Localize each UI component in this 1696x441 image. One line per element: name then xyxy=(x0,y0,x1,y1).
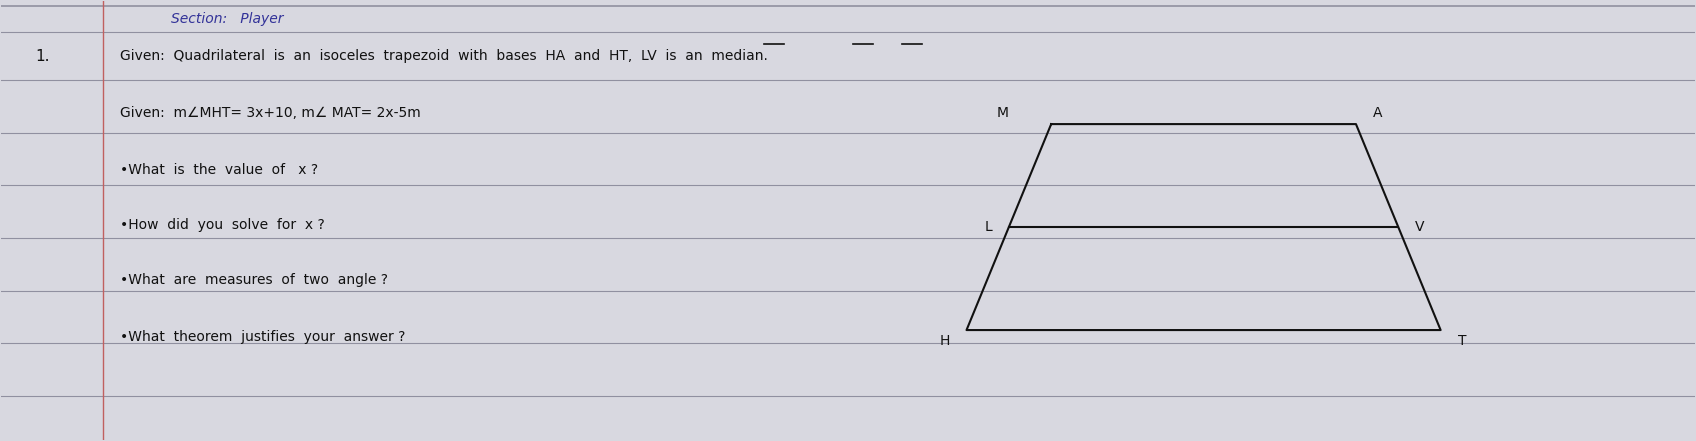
Text: •What  are  measures  of  two  angle ?: •What are measures of two angle ? xyxy=(120,273,388,287)
Text: L: L xyxy=(984,220,992,234)
Text: T: T xyxy=(1457,334,1465,348)
Text: V: V xyxy=(1414,220,1425,234)
Text: •How  did  you  solve  for  x ?: •How did you solve for x ? xyxy=(120,218,324,232)
Text: •What  is  the  value  of   x ?: •What is the value of x ? xyxy=(120,163,319,177)
Text: A: A xyxy=(1372,106,1382,120)
Text: Section:   Player: Section: Player xyxy=(171,12,283,26)
Text: 1.: 1. xyxy=(36,49,49,64)
Text: Given:  Quadrilateral  is  an  isoceles  trapezoid  with  bases  HA  and  HT,  L: Given: Quadrilateral is an isoceles trap… xyxy=(120,49,768,63)
Text: •What  theorem  justifies  your  answer ?: •What theorem justifies your answer ? xyxy=(120,329,405,344)
Text: H: H xyxy=(940,334,950,348)
Text: M: M xyxy=(997,106,1009,120)
Text: Given:  m∠MHT= 3x+10, m∠ MAT= 2x-5m: Given: m∠MHT= 3x+10, m∠ MAT= 2x-5m xyxy=(120,106,421,120)
